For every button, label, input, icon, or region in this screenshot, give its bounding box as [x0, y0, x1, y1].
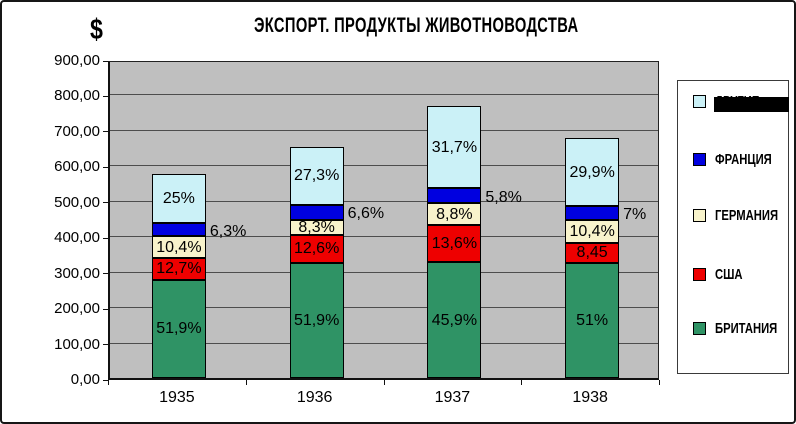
bar-segment: 45,9%	[427, 262, 482, 378]
bar-segment	[289, 205, 344, 220]
legend-item: ФРАНЦИЯ	[693, 150, 791, 168]
x-axis-tick	[521, 380, 523, 385]
bar-segment: 8,3%	[289, 218, 344, 236]
bar-segment: 8,45	[565, 242, 620, 263]
gridline	[110, 165, 658, 167]
bar-segment-label: 51,9%	[293, 311, 340, 329]
gridline	[110, 271, 658, 273]
bar-segment	[427, 188, 482, 204]
bar-segment-label: 10,4%	[156, 238, 202, 256]
bar-segment-label: 10,4%	[569, 222, 615, 240]
gridline	[110, 94, 658, 96]
bar-segment: 27,3%	[289, 146, 344, 206]
bar-segment-label: 12,6%	[293, 240, 340, 258]
legend-swatch	[693, 94, 706, 108]
bar-segment-label: 51%	[576, 311, 609, 329]
y-tick-label: 700,00	[54, 122, 100, 140]
bar-segment-label: 51,9%	[156, 320, 202, 338]
y-axis-tick	[103, 344, 108, 346]
bar-segment	[151, 223, 206, 237]
y-tick-label: 0,00	[70, 371, 100, 388]
bar-segment-label-outside: 5,8%	[485, 188, 522, 206]
bar-segment-label: 27,3%	[293, 167, 340, 185]
gridline	[110, 129, 658, 131]
y-axis-tick	[103, 379, 108, 381]
y-axis-tick	[103, 131, 108, 133]
bar-segment: 12,6%	[289, 234, 344, 263]
y-axis-tick	[103, 95, 108, 97]
x-axis-tick	[108, 380, 109, 385]
legend-item: БРИТАНИЯ	[693, 319, 794, 337]
gridline	[110, 200, 658, 202]
legend-item: ГЕРМАНИЯ	[693, 206, 794, 224]
bar-segment: 51,9%	[289, 262, 344, 378]
y-tick-label: 300,00	[54, 264, 100, 282]
bar-segment: 10,4%	[151, 236, 206, 258]
gridline	[110, 342, 658, 344]
y-tick-label: 200,00	[54, 300, 100, 318]
bar-segment: 8,8%	[427, 203, 482, 226]
bar-segment-label: 12,7%	[156, 260, 202, 278]
bar-segment-label-outside: 7%	[623, 206, 647, 223]
y-tick-label: 500,00	[54, 193, 100, 211]
bar-segment: 51%	[565, 262, 620, 378]
legend-redaction-bar	[714, 97, 789, 112]
legend-label: БРИТАНИЯ	[715, 319, 778, 337]
gridline	[110, 236, 658, 238]
bar-segment-label: 25%	[162, 189, 195, 207]
bar-segment-label: 29,9%	[569, 163, 615, 181]
bar-segment-label-outside: 6,6%	[347, 205, 385, 223]
y-axis-unit-label: $	[90, 14, 103, 46]
y-axis-tick	[103, 166, 108, 168]
y-tick-label: 400,00	[54, 229, 100, 247]
bar-segment-label: 8,45	[576, 244, 608, 262]
legend-swatch	[693, 152, 706, 166]
y-axis-tick	[103, 202, 108, 204]
x-axis-tick	[383, 380, 385, 385]
bar-segment: 51,9%	[151, 279, 206, 378]
bar-segment-label: 13,6%	[431, 235, 478, 253]
bar-segment	[565, 206, 620, 220]
bar-segment: 29,9%	[565, 138, 620, 207]
x-tick-label: 1938	[572, 389, 608, 406]
y-axis-tick	[103, 308, 108, 310]
legend-label: ГЕРМАНИЯ	[715, 206, 779, 224]
x-tick-label: 1937	[434, 389, 471, 406]
bar-segment: 25%	[151, 173, 206, 224]
bar-segment-label: 45,9%	[431, 311, 478, 329]
y-axis-tick	[103, 237, 108, 239]
x-axis-tick	[659, 380, 660, 385]
bar-segment-label: 8,8%	[436, 205, 473, 223]
gridline	[110, 307, 658, 309]
legend: ДРУГИЕ ФРАНЦИЯ ГЕРМАНИЯ США БРИТАНИЯ	[677, 80, 789, 374]
legend-item: ДРУГИЕ	[693, 93, 789, 112]
bar-segment: 10,4%	[565, 219, 620, 243]
chart-title: ЭКСПОРТ. ПРОДУКТЫ ЖИВОТНОВОДСТВА	[254, 14, 579, 37]
bar-segment: 13,6%	[427, 225, 482, 263]
y-axis-tick	[103, 273, 108, 275]
plot-area: 51,9% 12,7% 10,4% 25% 51,9% 12,6% 8,3% 27,3% 45,…	[108, 61, 659, 380]
bar-segment-label: 31,7%	[431, 138, 478, 156]
x-tick-label: 1936	[296, 389, 333, 406]
legend-swatch	[693, 267, 706, 281]
x-tick-label: 1935	[159, 389, 195, 406]
legend-label: США	[715, 265, 743, 283]
bar-segment-label: 8,3%	[298, 218, 335, 236]
bar-segment-label-outside: 6,3%	[209, 222, 247, 240]
y-tick-label: 800,00	[54, 87, 100, 105]
y-tick-label: 900,00	[54, 52, 100, 69]
y-tick-label: 600,00	[54, 158, 100, 176]
legend-label: ФРАНЦИЯ	[715, 150, 772, 168]
x-axis-tick	[245, 380, 247, 385]
y-tick-label: 100,00	[54, 335, 100, 353]
bar-segment: 12,7%	[151, 257, 206, 280]
legend-swatch	[693, 208, 706, 222]
legend-item: США	[693, 265, 752, 283]
legend-swatch	[693, 321, 706, 335]
bar-segment: 31,7%	[427, 106, 482, 189]
y-axis-tick	[103, 60, 108, 62]
